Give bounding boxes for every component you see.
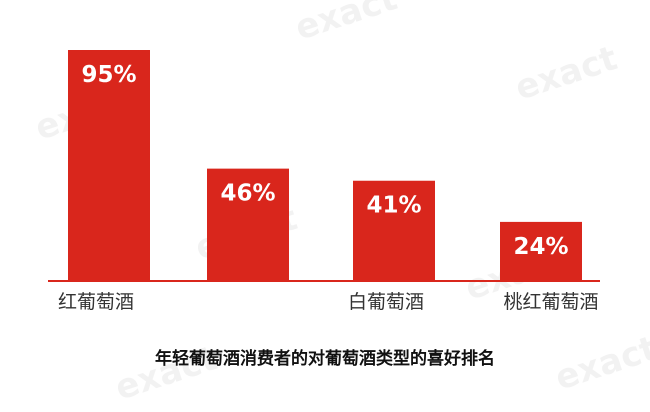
bar-3: [353, 180, 435, 280]
category-label-4: 桃红葡萄酒: [503, 291, 598, 313]
bar-1: [68, 50, 150, 280]
bar-2: [207, 168, 289, 280]
watermark-text: exact: [510, 38, 622, 108]
watermark-text: exact: [290, 0, 402, 49]
data-label-2: 46%: [220, 181, 275, 207]
category-label-3: 白葡萄酒: [348, 291, 424, 313]
chart-title: 年轻葡萄酒消费者的对葡萄酒类型的喜好排名: [155, 349, 495, 369]
bar-4: [500, 221, 582, 280]
category-label-1: 红葡萄酒: [58, 291, 134, 313]
data-label-4: 24%: [513, 234, 568, 260]
data-label-3: 41%: [366, 193, 421, 219]
data-label-1: 95%: [81, 62, 136, 88]
